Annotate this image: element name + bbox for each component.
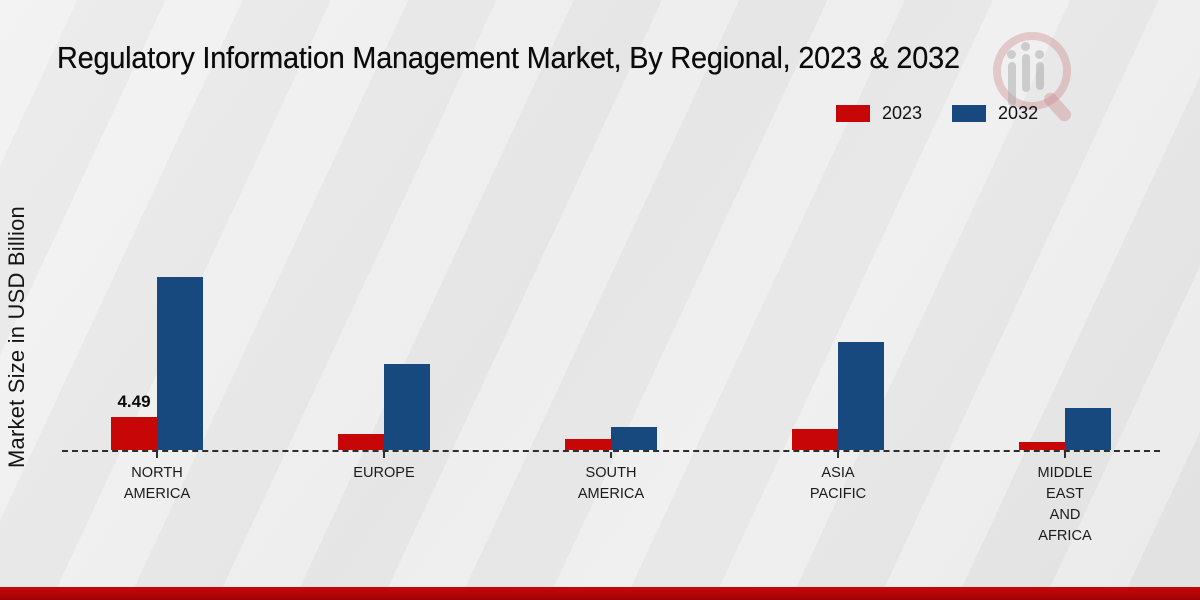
bar-2032-middle-east-and-africa [1065,408,1111,450]
bar-2032-asia-pacific [838,342,884,450]
chart-title: Regulatory Information Management Market… [57,40,960,75]
legend-label-2032: 2032 [998,103,1039,123]
category-label-line: AMERICA [577,485,645,502]
category-label-line: MIDDLE [1037,464,1093,481]
magnifier-ring-icon [993,32,1071,110]
x-axis-tick-asia-pacific [837,452,839,458]
logo-bar-icon [1008,62,1016,106]
x-axis-tick-middle-east-and-africa [1064,452,1066,458]
x-axis-tick-europe [383,452,385,458]
bar-2032-europe [384,364,430,450]
bar-2023-middle-east-and-africa [1019,442,1065,450]
category-label-line: AMERICA [123,485,191,502]
category-label-line: AFRICA [1038,527,1092,544]
category-label-line: AND [1049,506,1081,523]
x-axis-tick-north-america [156,452,158,458]
category-label-line: EAST [1045,485,1085,502]
category-label-line: ASIA [821,464,855,481]
logo-dot-icon [1035,50,1044,59]
legend-label-2023: 2023 [882,103,923,123]
bar-2023-south-america [565,439,611,450]
x-axis-baseline [62,450,1160,452]
bar-2032-north-america [157,277,203,450]
category-label-europe: EUROPE [316,462,452,483]
logo-bar-icon [1022,54,1030,92]
legend-swatch-2023 [836,105,870,122]
magnifier-handle-icon [1041,90,1074,124]
x-axis-tick-south-america [610,452,612,458]
category-label-line: EUROPE [353,464,415,481]
y-axis-label: Market Size in USD Billion [4,206,29,468]
mrfr-logo-watermark [985,28,1095,143]
category-label-line: PACIFIC [809,485,867,502]
category-label-line: NORTH [131,464,183,481]
category-label-south-america: SOUTH AMERICA [543,462,679,504]
category-label-asia-pacific: ASIA PACIFIC [770,462,906,504]
legend-swatch-2032 [952,105,987,122]
legend: 2023 2032 [836,103,1038,124]
legend-item-2023: 2023 [836,103,922,124]
category-label-north-america: NORTH AMERICA [89,462,225,504]
bottom-red-band [0,587,1200,600]
bar-2032-south-america [611,427,657,450]
bar-2023-asia-pacific [792,429,838,450]
category-label-line: SOUTH [585,464,637,481]
bar-2023-north-america [111,417,157,450]
logo-bar-icon [1036,62,1044,90]
data-label-north-america: 4.49 [117,392,151,411]
bar-2023-europe [338,434,384,450]
category-label-middle-east-and-africa: MIDDLE EAST AND AFRICA [997,462,1133,546]
logo-dot-icon [1007,50,1016,59]
logo-dot-icon [1021,42,1030,51]
legend-item-2032: 2032 [952,103,1038,124]
